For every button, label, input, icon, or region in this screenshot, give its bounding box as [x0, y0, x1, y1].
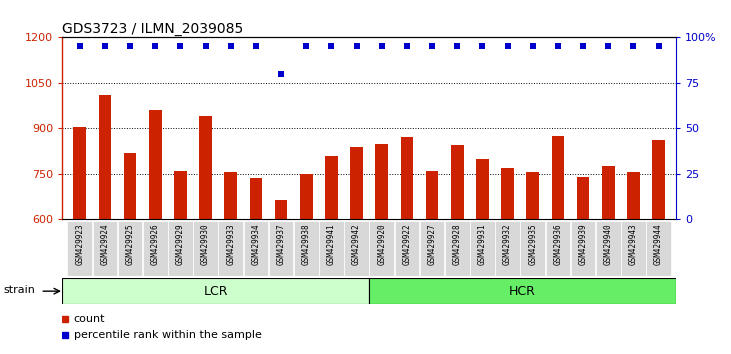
- Bar: [200, 116, 212, 354]
- Bar: [300, 174, 313, 354]
- Bar: [602, 166, 615, 354]
- Bar: [376, 143, 388, 354]
- Bar: [577, 177, 589, 354]
- Bar: [149, 110, 162, 354]
- Bar: [99, 95, 111, 354]
- Text: GSM429941: GSM429941: [327, 223, 336, 264]
- Text: GSM429932: GSM429932: [503, 223, 512, 264]
- Text: strain: strain: [4, 285, 35, 295]
- Bar: [350, 147, 363, 354]
- Bar: [243, 221, 268, 276]
- Bar: [470, 221, 495, 276]
- Text: GSM429934: GSM429934: [251, 223, 260, 264]
- Bar: [174, 171, 186, 354]
- Bar: [224, 172, 237, 354]
- Bar: [269, 221, 293, 276]
- Bar: [249, 178, 262, 354]
- Text: GSM429927: GSM429927: [428, 223, 436, 264]
- Text: GSM429937: GSM429937: [276, 223, 286, 264]
- Text: count: count: [74, 314, 105, 325]
- Text: GDS3723 / ILMN_2039085: GDS3723 / ILMN_2039085: [62, 22, 243, 36]
- Bar: [401, 137, 413, 354]
- Text: GSM429936: GSM429936: [553, 223, 562, 264]
- Bar: [552, 136, 564, 354]
- Text: GSM429930: GSM429930: [201, 223, 210, 264]
- Bar: [476, 159, 489, 354]
- Bar: [451, 145, 463, 354]
- Bar: [62, 278, 369, 304]
- Bar: [219, 221, 243, 276]
- Bar: [495, 221, 520, 276]
- Bar: [646, 221, 671, 276]
- Bar: [168, 221, 193, 276]
- Bar: [369, 278, 676, 304]
- Text: GSM429938: GSM429938: [302, 223, 311, 264]
- Text: LCR: LCR: [203, 285, 228, 298]
- Text: GSM429940: GSM429940: [604, 223, 613, 264]
- Bar: [526, 172, 539, 354]
- Bar: [124, 153, 137, 354]
- Text: GSM429944: GSM429944: [654, 223, 663, 264]
- Bar: [501, 168, 514, 354]
- Text: GSM429922: GSM429922: [402, 223, 412, 264]
- Bar: [545, 221, 570, 276]
- Text: GSM429926: GSM429926: [151, 223, 160, 264]
- Bar: [571, 221, 595, 276]
- Bar: [420, 221, 444, 276]
- Bar: [445, 221, 469, 276]
- Bar: [93, 221, 117, 276]
- Bar: [395, 221, 420, 276]
- Text: GSM429928: GSM429928: [452, 223, 462, 264]
- Bar: [294, 221, 319, 276]
- Bar: [596, 221, 621, 276]
- Bar: [520, 221, 545, 276]
- Text: GSM429923: GSM429923: [75, 223, 84, 264]
- Text: GSM429935: GSM429935: [529, 223, 537, 264]
- Text: GSM429942: GSM429942: [352, 223, 361, 264]
- Bar: [73, 127, 86, 354]
- Bar: [627, 172, 640, 354]
- Bar: [344, 221, 369, 276]
- Bar: [193, 221, 218, 276]
- Text: GSM429931: GSM429931: [478, 223, 487, 264]
- Bar: [319, 221, 344, 276]
- Text: HCR: HCR: [510, 285, 536, 298]
- Text: percentile rank within the sample: percentile rank within the sample: [74, 330, 262, 341]
- Bar: [325, 156, 338, 354]
- Bar: [67, 221, 92, 276]
- Text: GSM429943: GSM429943: [629, 223, 638, 264]
- Text: GSM429925: GSM429925: [126, 223, 135, 264]
- Text: GSM429929: GSM429929: [176, 223, 185, 264]
- Bar: [652, 141, 665, 354]
- Text: GSM429933: GSM429933: [226, 223, 235, 264]
- Bar: [143, 221, 167, 276]
- Bar: [621, 221, 645, 276]
- Text: GSM429939: GSM429939: [578, 223, 588, 264]
- Bar: [275, 200, 287, 354]
- Bar: [118, 221, 143, 276]
- Text: GSM429924: GSM429924: [100, 223, 110, 264]
- Bar: [425, 171, 439, 354]
- Bar: [369, 221, 394, 276]
- Text: GSM429920: GSM429920: [377, 223, 386, 264]
